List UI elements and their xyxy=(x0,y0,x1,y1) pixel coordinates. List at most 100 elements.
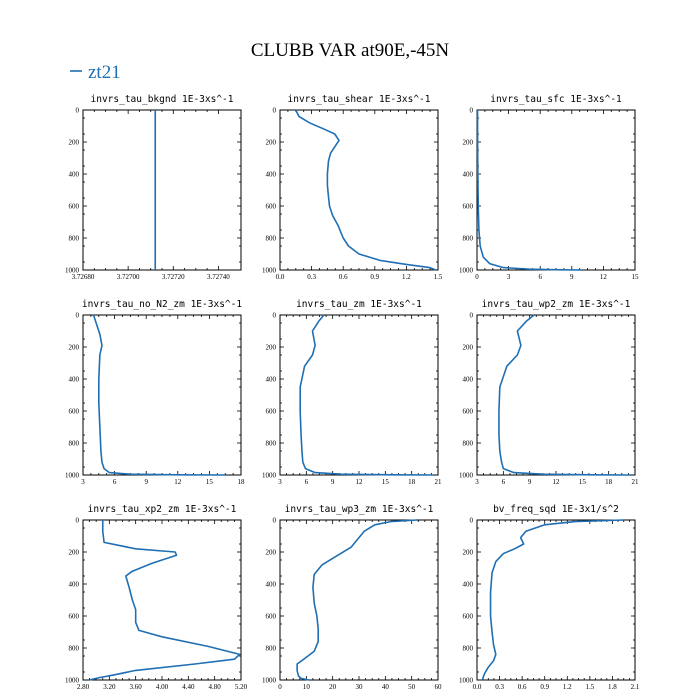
x-tick-label: 4.00 xyxy=(156,683,169,691)
x-tick-label: 0.9 xyxy=(540,683,549,691)
y-tick-label: 400 xyxy=(266,581,277,589)
chart-panel-1: invrs_tau_bkgnd 1E-3xs^-1 3.72680 3.72700 3… xyxy=(65,94,242,281)
x-tick-label: 3.72720 xyxy=(162,273,185,281)
chart-panel-9: bv_freq_sqd 1E-3x1/s^2 0.0 0.3 0.6 0.9 1.2 1.5… xyxy=(459,504,640,691)
x-tick-label: 21 xyxy=(632,478,640,486)
x-tick-label: 9 xyxy=(570,273,574,281)
y-tick-label: 800 xyxy=(266,645,277,653)
chart-panel-5: invrs_tau_zm 1E-3xs^-1 3 6 9 12 15 18 21 0 200 400… xyxy=(262,299,442,486)
figure-title: CLUBB VAR at90E,-45N xyxy=(251,40,450,61)
panel-grid: invrs_tau_bkgnd 1E-3xs^-1 3.72680 3.72700 3… xyxy=(65,94,640,691)
panel-title: invrs_tau_wp3_zm 1E-3xs^-1 xyxy=(285,504,434,515)
x-tick-label: 15 xyxy=(632,273,640,281)
x-tick-label: 12 xyxy=(600,273,608,281)
plot-frame xyxy=(279,314,439,476)
x-tick-label: 60 xyxy=(435,683,443,691)
y-tick-label: 600 xyxy=(69,613,80,621)
series-line xyxy=(89,520,241,681)
x-tick-label: 3.60 xyxy=(130,683,143,691)
panel-title: invrs_tau_xp2_zm 1E-3xs^-1 xyxy=(88,504,237,515)
y-tick-label: 600 xyxy=(266,203,277,211)
x-tick-label: 18 xyxy=(238,478,246,486)
y-tick-label: 400 xyxy=(69,581,80,589)
y-tick-label: 1000 xyxy=(65,267,80,275)
y-tick-label: 1000 xyxy=(65,472,80,480)
y-tick-label: 400 xyxy=(463,581,474,589)
panel-title: invrs_tau_zm 1E-3xs^-1 xyxy=(296,299,422,310)
x-tick-label: 18 xyxy=(605,478,613,486)
x-tick-label: 1.2 xyxy=(563,683,572,691)
panel-title: invrs_tau_bkgnd 1E-3xs^-1 xyxy=(91,94,234,105)
series-line xyxy=(295,109,437,271)
y-tick-label: 400 xyxy=(266,171,277,179)
y-tick-label: 1000 xyxy=(65,677,80,685)
x-tick-label: 3.72680 xyxy=(72,273,95,281)
series-line xyxy=(299,314,434,476)
y-tick-label: 1000 xyxy=(459,267,474,275)
y-tick-label: 600 xyxy=(463,408,474,416)
y-tick-label: 0 xyxy=(470,107,474,115)
y-tick-label: 200 xyxy=(69,549,80,557)
x-tick-label: 5.20 xyxy=(235,683,248,691)
x-tick-label: 0.3 xyxy=(495,683,504,691)
panel-title: bv_freq_sqd 1E-3x1/s^2 xyxy=(493,504,619,515)
plot-frame xyxy=(476,519,636,681)
x-tick-label: 0.6 xyxy=(518,683,527,691)
y-tick-label: 200 xyxy=(266,549,277,557)
x-tick-label: 3 xyxy=(507,273,511,281)
series-line xyxy=(498,314,631,476)
y-tick-label: 0 xyxy=(273,517,277,525)
x-tick-label: 1.5 xyxy=(585,683,594,691)
y-tick-label: 200 xyxy=(69,344,80,352)
x-tick-label: 12 xyxy=(356,478,364,486)
y-tick-label: 800 xyxy=(69,645,80,653)
legend: zt21 xyxy=(70,62,121,83)
x-tick-label: 4.80 xyxy=(209,683,222,691)
panel-title: invrs_tau_no_N2_zm 1E-3xs^-1 xyxy=(82,299,242,310)
y-tick-label: 400 xyxy=(69,171,80,179)
y-tick-label: 800 xyxy=(463,645,474,653)
y-tick-label: 800 xyxy=(69,235,80,243)
series-line xyxy=(296,519,417,681)
x-tick-label: 9 xyxy=(528,478,532,486)
x-tick-label: 1.8 xyxy=(608,683,617,691)
y-tick-label: 0 xyxy=(76,312,80,320)
x-tick-label: 3.20 xyxy=(103,683,116,691)
plot-frame xyxy=(82,519,242,681)
y-tick-label: 0 xyxy=(273,312,277,320)
x-tick-label: 21 xyxy=(435,478,443,486)
panel-title: invrs_tau_sfc 1E-3xs^-1 xyxy=(490,94,622,105)
x-tick-label: 0 xyxy=(278,683,282,691)
x-tick-label: 15 xyxy=(206,478,214,486)
x-tick-label: 50 xyxy=(408,683,416,691)
x-tick-label: 0 xyxy=(475,273,479,281)
y-tick-label: 400 xyxy=(266,376,277,384)
legend-label: zt21 xyxy=(88,62,121,83)
x-tick-label: 3 xyxy=(278,478,282,486)
y-tick-label: 600 xyxy=(69,408,80,416)
x-tick-label: 2.80 xyxy=(77,683,90,691)
plot-frame xyxy=(279,519,439,681)
chart-panel-2: invrs_tau_shear 1E-3xs^-1 0.0 0.3 0.6 0.9 1.2… xyxy=(262,94,443,281)
x-tick-label: 6 xyxy=(538,273,542,281)
y-tick-label: 400 xyxy=(463,171,474,179)
panel-title: invrs_tau_wp2_zm 1E-3xs^-1 xyxy=(482,299,631,310)
x-tick-label: 3 xyxy=(475,478,479,486)
x-tick-label: 20 xyxy=(329,683,337,691)
x-tick-label: 30 xyxy=(356,683,364,691)
y-tick-label: 1000 xyxy=(262,472,277,480)
y-tick-label: 600 xyxy=(69,203,80,211)
x-tick-label: 0.3 xyxy=(307,273,316,281)
x-tick-label: 0.0 xyxy=(473,683,482,691)
plot-frame xyxy=(476,314,636,476)
y-tick-label: 400 xyxy=(463,376,474,384)
y-tick-label: 200 xyxy=(266,344,277,352)
chart-panel-7: invrs_tau_xp2_zm 1E-3xs^-1 2.80 3.20 3.60 4.… xyxy=(65,504,248,691)
x-tick-label: 0.0 xyxy=(276,273,285,281)
x-tick-label: 15 xyxy=(382,478,390,486)
x-tick-label: 15 xyxy=(579,478,587,486)
y-tick-label: 200 xyxy=(266,139,277,147)
y-tick-label: 600 xyxy=(463,203,474,211)
x-tick-label: 0.9 xyxy=(370,273,379,281)
